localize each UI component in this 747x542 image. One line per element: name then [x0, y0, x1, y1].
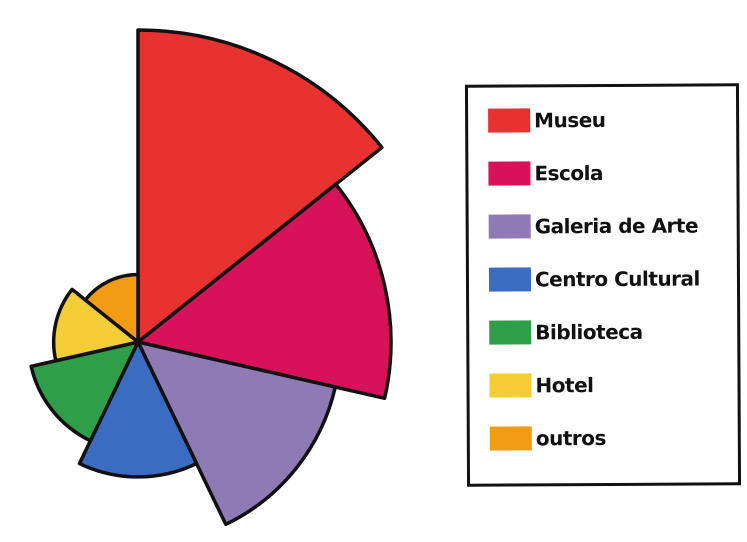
legend-label: Biblioteca	[535, 319, 643, 345]
legend-label: Galeria de Arte	[534, 213, 699, 239]
slice-centro-cultural	[77, 340, 199, 479]
legend-swatch	[489, 426, 532, 451]
legend-swatch	[488, 214, 531, 239]
legend-label: Museu	[534, 107, 606, 133]
legend-swatch	[488, 161, 531, 186]
slices-group	[29, 28, 393, 527]
legend-item: Hotel	[489, 370, 594, 401]
legend-label: outros	[535, 425, 606, 451]
legend-swatch	[489, 373, 532, 398]
slice-biblioteca	[29, 340, 140, 443]
slice-escola	[136, 182, 393, 401]
legend-label: Centro Cultural	[534, 266, 700, 292]
legend-item: Biblioteca	[489, 317, 643, 348]
slice-hotel	[52, 287, 140, 363]
slice-museu	[136, 28, 384, 344]
slice-outros	[83, 272, 140, 344]
legend-swatch	[489, 320, 532, 345]
legend-item: Centro Cultural	[488, 263, 700, 294]
legend-swatch	[488, 267, 532, 292]
legend-item: Museu	[488, 105, 606, 136]
legend-item: outros	[489, 423, 606, 454]
legend-label: Hotel	[535, 373, 594, 398]
legend-item: Escola	[488, 158, 603, 189]
legend-label: Escola	[534, 160, 603, 186]
legend: Museu Escola Galeria de Arte Centro Cultura…	[464, 83, 742, 487]
slice-galeria-de-arte	[136, 340, 338, 527]
legend-swatch	[488, 108, 531, 133]
legend-item: Galeria de Arte	[488, 211, 699, 242]
